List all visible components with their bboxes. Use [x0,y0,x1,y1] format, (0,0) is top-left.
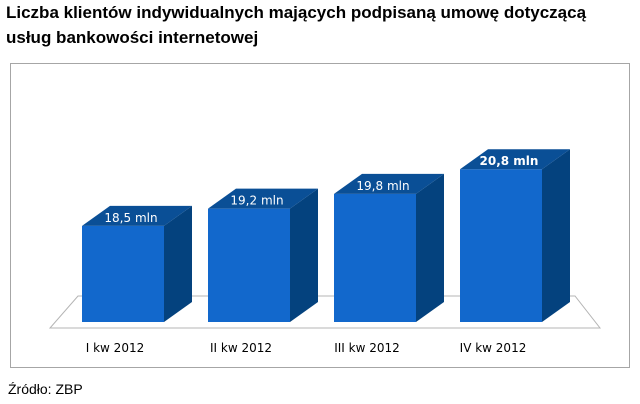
x-tick-label: II kw 2012 [210,341,272,355]
bar-top [334,173,444,194]
data-label: 20,8 mln [480,154,539,168]
chart-title-line-1: Liczba klientów indywidualnych mających … [6,3,587,22]
x-tick-label: IV kw 2012 [460,341,527,355]
bar-2 [208,188,318,322]
bar-front [82,225,164,322]
bar-1 [82,205,192,322]
data-label: 18,5 mln [104,211,157,225]
x-tick-label: III kw 2012 [334,341,400,355]
bar-4 [460,149,570,322]
bar-top [460,149,570,170]
bar-3 [334,173,444,322]
bar-side [416,173,444,322]
chart-title: Liczba klientów indywidualnych mających … [6,0,631,50]
x-tick-label: I kw 2012 [86,341,144,355]
chart-title-line-2: usług bankowości internetowej [6,28,259,47]
bar-front [208,208,290,322]
bar-side [164,205,192,322]
bar-side [290,188,318,322]
bar-front [334,193,416,322]
bar-side [542,149,570,322]
source-note: Źródło: ZBP [8,381,83,397]
bar-front [460,169,542,322]
data-label: 19,8 mln [356,179,409,193]
data-label: 19,2 mln [230,194,283,208]
bar-top [208,188,318,209]
bar-top [82,205,192,226]
